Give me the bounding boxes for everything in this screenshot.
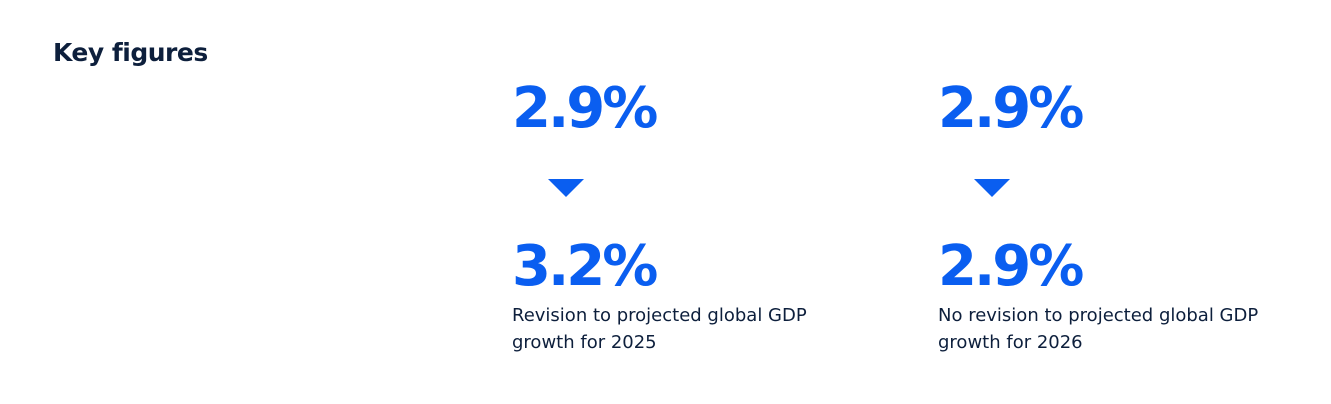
figure-caption: Revision to projected global GDP growth … xyxy=(512,305,807,353)
section-title: Key figures xyxy=(53,38,208,67)
key-figure-card-2025: 2.9% 3.2% Revision to projected global G… xyxy=(512,78,872,356)
triangle-down-icon xyxy=(974,179,1010,197)
revised-value: 3.2% xyxy=(512,234,658,299)
key-figure-card-2026: 2.9% 2.9% No revision to projected globa… xyxy=(938,78,1298,356)
previous-value: 2.9% xyxy=(512,76,658,141)
figure-caption: No revision to projected global GDP grow… xyxy=(938,305,1259,353)
previous-value: 2.9% xyxy=(938,76,1084,141)
triangle-down-icon xyxy=(548,179,584,197)
revised-value: 2.9% xyxy=(938,234,1084,299)
